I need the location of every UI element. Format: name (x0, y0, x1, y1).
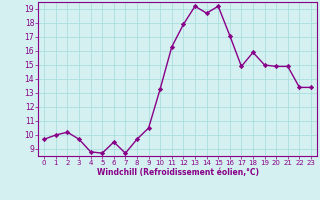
X-axis label: Windchill (Refroidissement éolien,°C): Windchill (Refroidissement éolien,°C) (97, 168, 259, 177)
